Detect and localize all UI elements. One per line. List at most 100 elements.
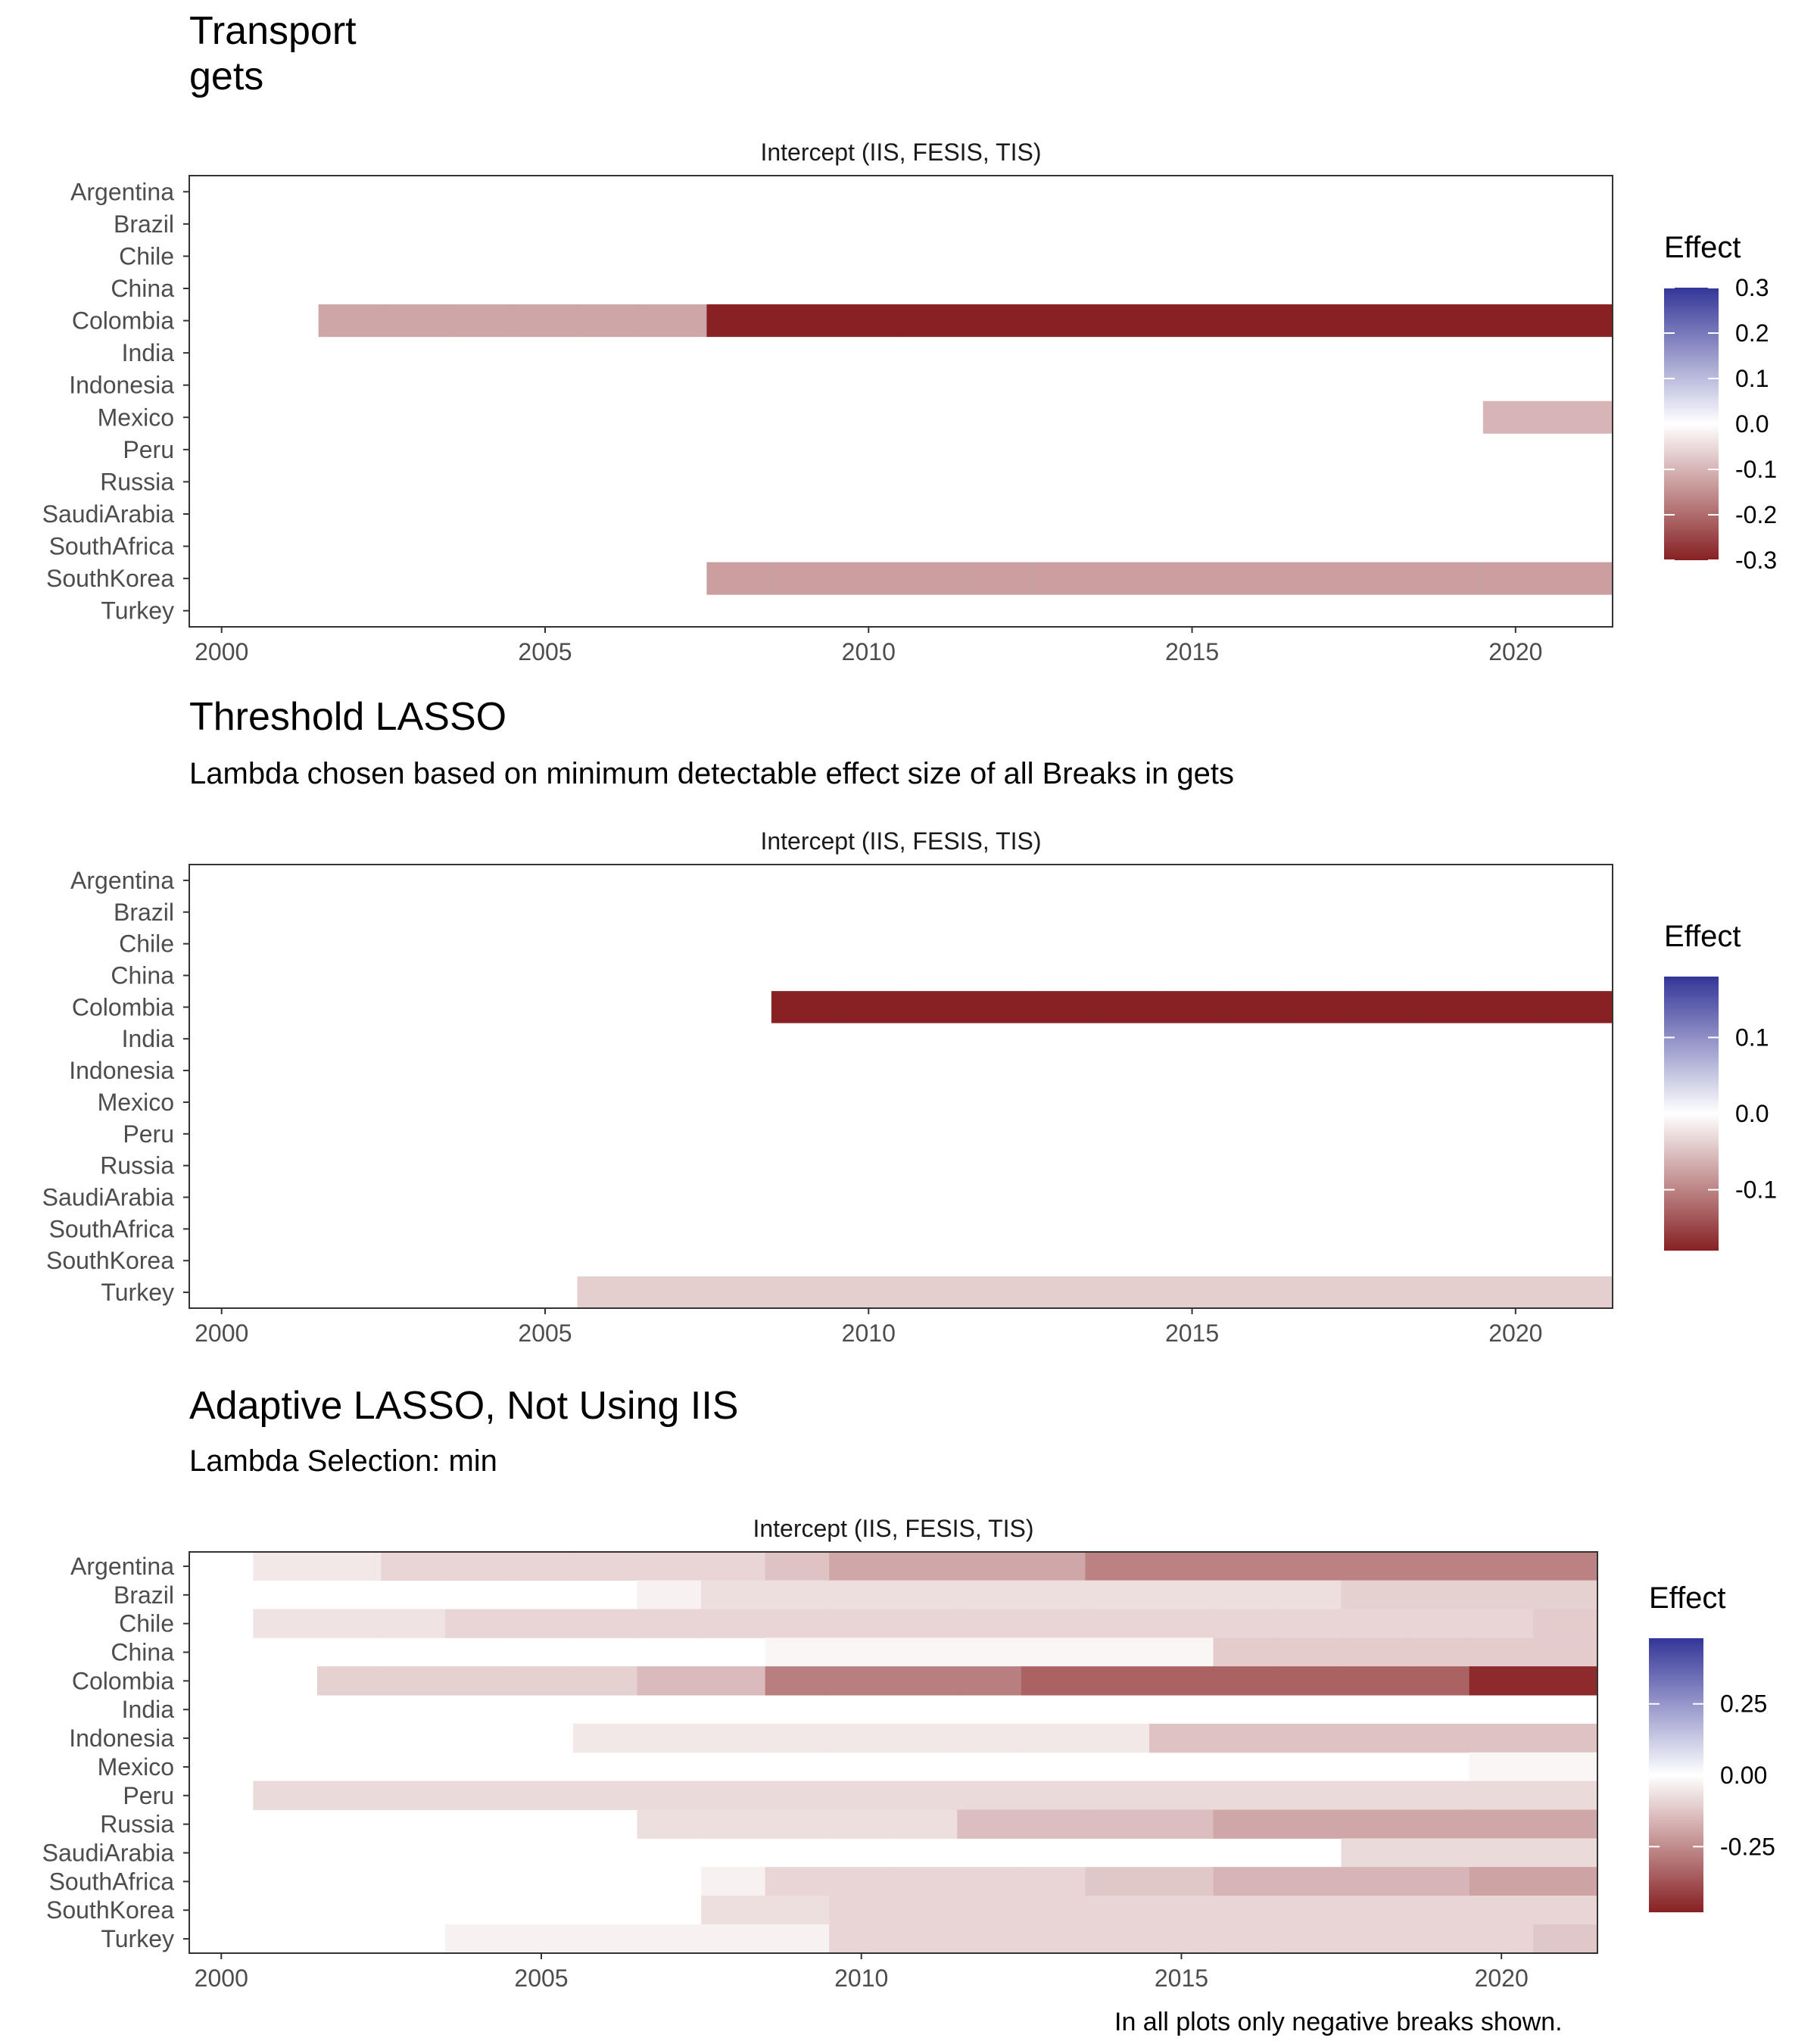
heatmap-tile xyxy=(1085,1896,1150,1925)
heatmap-tile xyxy=(1353,304,1419,338)
heatmap-tile xyxy=(637,1609,702,1638)
heatmap-tile xyxy=(1405,1723,1470,1753)
heatmap-tile xyxy=(1547,1276,1613,1309)
heatmap-tile xyxy=(893,1637,958,1667)
plot-border xyxy=(189,1551,1598,1954)
heatmap-tile xyxy=(965,304,1031,338)
y-tick-label: SouthAfrica xyxy=(49,1215,175,1242)
heatmap-tile xyxy=(573,1781,638,1810)
plot-background xyxy=(189,865,1613,1308)
heatmap-tile xyxy=(316,1609,382,1638)
heatmap-tile xyxy=(1341,1924,1406,1954)
heatmap-tile xyxy=(1030,562,1095,595)
heatmap-tile xyxy=(1405,1924,1470,1954)
heatmap-tile xyxy=(1405,1609,1470,1638)
heatmap-tile xyxy=(893,1781,958,1810)
heatmap-tile xyxy=(957,1723,1022,1753)
heatmap-tile xyxy=(318,304,384,338)
heatmap-tile xyxy=(1277,1609,1342,1638)
heatmap-tile xyxy=(509,1924,574,1954)
heatmap-tile xyxy=(1533,1867,1598,1896)
heatmap-tile xyxy=(1021,1924,1086,1954)
y-tick-label: SouthKorea xyxy=(46,1247,174,1274)
heatmap-tile xyxy=(573,1551,638,1581)
heatmap-tile xyxy=(893,1609,958,1638)
heatmap-tile xyxy=(1341,1723,1406,1753)
heatmap-tile xyxy=(701,1551,766,1581)
y-tick-label: Russia xyxy=(100,468,174,495)
legend-tick-label: -0.25 xyxy=(1720,1833,1775,1860)
heatmap-tile xyxy=(1277,1551,1342,1581)
heatmap-tile xyxy=(1148,1551,1214,1581)
heatmap-tile xyxy=(893,1809,958,1839)
y-tick-label: India xyxy=(122,339,175,366)
heatmap-tile xyxy=(1341,1809,1406,1839)
heatmap-tile xyxy=(1341,1637,1406,1667)
heatmap-tile xyxy=(637,1781,702,1810)
heatmap-tile xyxy=(893,1666,958,1696)
x-tick-label: 2015 xyxy=(1165,638,1219,665)
heatmap-tile xyxy=(253,1609,318,1638)
heatmap-tile xyxy=(965,562,1031,595)
heatmap-tile xyxy=(771,1276,837,1309)
panel-title-transport-gets: Transport gets xyxy=(189,9,357,98)
heatmap-tile xyxy=(1213,1896,1278,1925)
heatmap-tile xyxy=(765,1809,830,1839)
heatmap-tile xyxy=(965,991,1031,1024)
x-tick-label: 2000 xyxy=(195,1965,248,1992)
heatmap-tile xyxy=(253,1551,318,1581)
heatmap-tile xyxy=(1533,1609,1598,1638)
heatmap-tile xyxy=(1148,1924,1214,1954)
heatmap-tile xyxy=(1469,1838,1534,1868)
panel-subtitle-adaptive-lasso: Lambda Selection: min xyxy=(189,1444,497,1478)
heatmap-tile xyxy=(1469,1666,1534,1696)
legend-tick-label: 0.25 xyxy=(1720,1690,1767,1718)
heatmap-tile xyxy=(1533,1809,1598,1839)
heatmap-tile xyxy=(965,1276,1031,1309)
heatmap-tile xyxy=(1021,1809,1086,1839)
heatmap-tile xyxy=(957,1609,1022,1638)
heatmap-tile xyxy=(1405,1666,1470,1696)
heatmap-tile xyxy=(637,1666,702,1696)
heatmap-tile xyxy=(1289,991,1354,1024)
heatmap-tile xyxy=(957,1637,1022,1667)
y-tick-label: SouthKorea xyxy=(46,1896,174,1924)
heatmap-tile xyxy=(1148,1867,1214,1896)
heatmap-tile xyxy=(957,1867,1022,1896)
heatmap-tile xyxy=(1148,1781,1214,1810)
y-tick-label: China xyxy=(111,962,174,989)
heatmap-tile xyxy=(1213,1809,1278,1839)
heatmap-tile xyxy=(1533,1723,1598,1753)
heatmap-tile xyxy=(316,1666,382,1696)
heatmap-tile xyxy=(509,1551,574,1581)
heatmap-tile xyxy=(771,562,837,595)
heatmap-tile xyxy=(1353,1276,1419,1309)
heatmap-tile xyxy=(383,304,449,338)
heatmap-tile xyxy=(701,1896,766,1925)
heatmap-tile xyxy=(1085,1666,1150,1696)
heatmap-tile xyxy=(1085,1867,1150,1896)
heatmap-tile xyxy=(1277,1924,1342,1954)
heatmap-tile xyxy=(1021,1723,1086,1753)
heatmap-tile xyxy=(381,1551,446,1581)
x-tick-label: 2015 xyxy=(1155,1965,1208,1992)
y-tick-label: SaudiArabia xyxy=(42,1840,175,1867)
heatmap-tile xyxy=(1353,562,1419,595)
heatmap-tile xyxy=(1085,1781,1150,1810)
panel-title-threshold-lasso: Threshold LASSO xyxy=(189,695,507,739)
heatmap-tile xyxy=(893,1896,958,1925)
heatmap-tile xyxy=(1289,1276,1354,1309)
y-tick-label: Brazil xyxy=(114,210,174,238)
heatmap-tile xyxy=(1547,991,1613,1024)
heatmap-tile xyxy=(1021,1637,1086,1667)
y-tick-label: Peru xyxy=(123,1120,174,1148)
heatmap-tile xyxy=(1095,304,1161,338)
heatmap-tile xyxy=(1405,1838,1470,1868)
heatmap-tile xyxy=(1213,1723,1278,1753)
y-tick-label: Peru xyxy=(123,1782,174,1809)
y-tick-label: Chile xyxy=(119,242,174,270)
x-tick-label: 2020 xyxy=(1488,638,1542,665)
heatmap-tile xyxy=(765,1924,830,1954)
legend-tick-label: 0.3 xyxy=(1735,274,1769,301)
heatmap-tile xyxy=(1405,1809,1470,1839)
